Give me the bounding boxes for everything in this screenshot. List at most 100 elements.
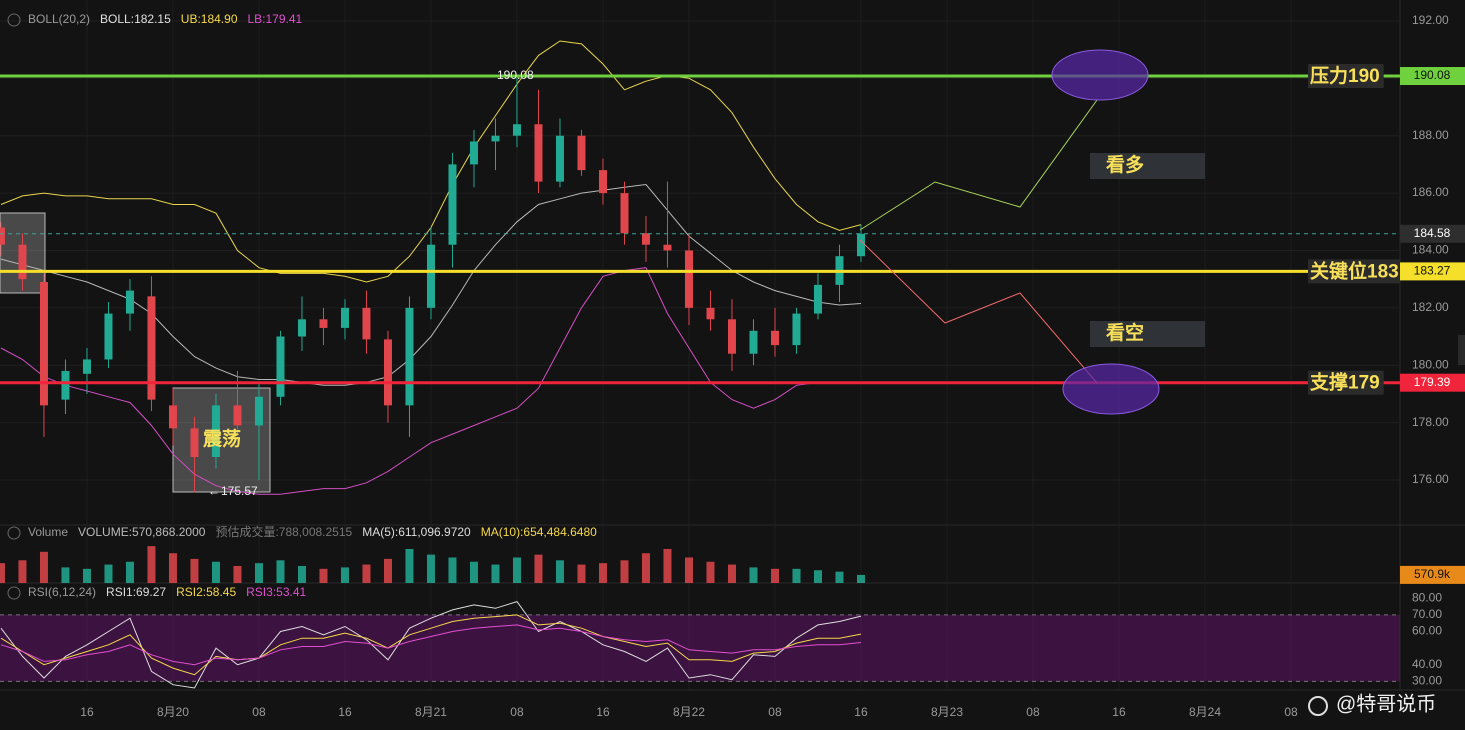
value-tag bbox=[1400, 565, 1465, 584]
price-tag bbox=[1400, 373, 1465, 392]
candle-body bbox=[770, 330, 779, 346]
candle-body bbox=[319, 319, 328, 328]
logo-icon bbox=[1308, 696, 1328, 716]
volume-bar bbox=[340, 567, 349, 583]
indicator-value: LB:179.41 bbox=[248, 12, 303, 26]
level-note: 压力190 bbox=[1310, 64, 1380, 87]
y-tick-label: 184.00 bbox=[1412, 243, 1449, 257]
y-tick-label: 70.00 bbox=[1412, 607, 1442, 621]
candle-body bbox=[233, 405, 242, 426]
candle-body bbox=[147, 296, 156, 400]
candle-body bbox=[555, 135, 564, 182]
volume-bar bbox=[469, 561, 478, 583]
y-tick-label: 188.00 bbox=[1412, 128, 1449, 142]
volume-bar bbox=[813, 570, 822, 583]
volume-bar bbox=[426, 554, 435, 583]
candle-body bbox=[684, 250, 693, 308]
level-note-bg bbox=[1308, 370, 1384, 395]
volume-bar bbox=[555, 560, 564, 583]
target-ellipse bbox=[1062, 363, 1160, 415]
volume-bar bbox=[18, 560, 27, 583]
volume-bar bbox=[641, 553, 650, 583]
candle-body bbox=[663, 244, 672, 251]
x-tick-label: 8月23 bbox=[931, 705, 963, 719]
rsi-line bbox=[0, 624, 862, 666]
plot bbox=[0, 40, 1400, 689]
y-tick-label: 186.00 bbox=[1412, 185, 1449, 199]
volume-bar bbox=[792, 568, 801, 583]
candle-body bbox=[792, 313, 801, 346]
candle-body bbox=[448, 164, 457, 245]
volume-bar bbox=[0, 563, 5, 583]
volume-bar bbox=[663, 548, 672, 583]
candle-body bbox=[211, 405, 220, 458]
price-tag bbox=[1400, 224, 1465, 243]
x-tick-label: 16 bbox=[1112, 705, 1126, 719]
indicator-icon bbox=[7, 586, 21, 600]
indicator-icon bbox=[7, 13, 21, 27]
arrow: ← bbox=[208, 484, 220, 498]
x-tick-label: 8月21 bbox=[415, 705, 447, 719]
volume-bar bbox=[598, 563, 607, 583]
side-tab[interactable] bbox=[1458, 335, 1465, 365]
level-note-bg bbox=[1308, 64, 1384, 89]
indicator-value: MA(10):654,484.6480 bbox=[481, 525, 597, 539]
volume-bar bbox=[856, 574, 865, 583]
candle-body bbox=[61, 370, 70, 400]
candle-body bbox=[39, 282, 48, 406]
x-tick-label: 08 bbox=[1284, 705, 1298, 719]
indicator-value: 预估成交量:788,008.2515 bbox=[215, 524, 352, 539]
candle-body bbox=[190, 428, 199, 458]
volume-bar bbox=[39, 551, 48, 583]
x-tick-label: 08 bbox=[510, 705, 524, 719]
volume-bar bbox=[835, 571, 844, 583]
volume-bar bbox=[684, 557, 693, 583]
candle-body bbox=[491, 135, 500, 142]
candle-body bbox=[727, 319, 736, 354]
indicator-value: VOLUME:570,868.2000 bbox=[78, 525, 206, 539]
candle-body bbox=[749, 330, 758, 354]
indicator-value: RSI2:58.45 bbox=[176, 585, 236, 599]
candle-body bbox=[82, 359, 91, 374]
candle-body bbox=[856, 233, 865, 257]
price-tag-label: 179.39 bbox=[1414, 375, 1451, 389]
volume-bar bbox=[319, 568, 328, 583]
price-tag bbox=[1400, 262, 1465, 281]
x-tick-label: 08 bbox=[1026, 705, 1040, 719]
level-note: 关键位183 bbox=[1310, 259, 1399, 282]
price-tag bbox=[1400, 67, 1465, 86]
volume-bar bbox=[362, 564, 371, 583]
volume-bar bbox=[276, 560, 285, 583]
x-tick-label: 08 bbox=[252, 705, 266, 719]
level-note-bg bbox=[1308, 259, 1400, 284]
indicator-title: Volume bbox=[28, 525, 68, 539]
y-tick-label: 178.00 bbox=[1412, 415, 1449, 429]
candle-body bbox=[383, 339, 392, 406]
candle-body bbox=[125, 290, 134, 314]
volume-bar bbox=[770, 568, 779, 583]
candle-body bbox=[620, 193, 629, 234]
volume-bar bbox=[727, 564, 736, 583]
price-tag-label: 183.27 bbox=[1414, 264, 1451, 278]
price-tag-label: 190.08 bbox=[1414, 68, 1451, 82]
volume-bar bbox=[577, 564, 586, 583]
x-tick-label: 8月22 bbox=[673, 705, 705, 719]
indicator-title: BOLL(20,2) bbox=[28, 12, 90, 26]
rsi-band bbox=[0, 614, 1400, 682]
x-tick-label: 8月20 bbox=[157, 705, 189, 719]
watermark: @特哥说币 bbox=[1336, 692, 1436, 715]
x-tick-label: 8月24 bbox=[1189, 705, 1221, 719]
candle-body bbox=[706, 307, 715, 320]
volume-bar bbox=[448, 557, 457, 583]
grid bbox=[0, 0, 1465, 691]
highlight-box bbox=[172, 387, 271, 493]
indicator-value: RSI1:69.27 bbox=[106, 585, 166, 599]
candle-body bbox=[641, 233, 650, 245]
indicator-value: BOLL:182.15 bbox=[100, 12, 171, 26]
volume-bar bbox=[125, 561, 134, 583]
volume-bar bbox=[254, 563, 263, 583]
bear-projection bbox=[859, 239, 1098, 384]
volume-bar bbox=[233, 565, 242, 583]
level-note: 支撑179 bbox=[1309, 371, 1380, 394]
y-tick-label: 192.00 bbox=[1412, 13, 1449, 27]
